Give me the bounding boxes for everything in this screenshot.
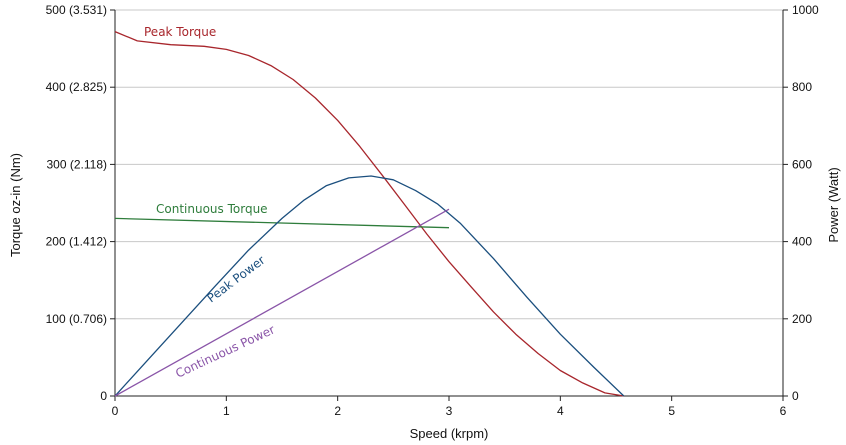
series-line-peak-torque [114,31,624,397]
y-right-tick-label: 0 [792,389,799,403]
grid-lines [115,9,783,320]
y-axis-left-title: Torque oz-in (Nm) [8,153,23,257]
label-peak-torque: Peak Torque [144,25,216,39]
series-lines [114,31,625,397]
label-peak-power: Peak Power [204,253,267,305]
x-tick-label: 6 [780,404,787,418]
y-right-tick-label: 200 [792,312,812,326]
x-tick-label: 1 [223,404,230,418]
y-left-tick-label: 300 (2.118) [47,157,108,171]
y-right-tick-label: 400 [792,235,812,249]
y-right-tick-label: 1000 [792,3,819,17]
y-left-tick-label: 200 (1.412) [46,235,107,249]
x-axis-title: Speed (krpm) [410,426,489,441]
y-left-tick-label: 0 [100,389,107,403]
series-line-continuous-power [114,208,450,397]
x-tick-label: 0 [112,404,119,418]
axes [110,9,788,401]
x-tick-label: 5 [668,404,675,418]
label-continuous-torque: Continuous Torque [156,202,268,216]
y-right-tick-label: 800 [792,80,812,94]
label-continuous-power: Continuous Power [173,322,277,380]
y-left-tick-label: 400 (2.825) [46,80,107,94]
series-line-continuous-torque [114,217,450,229]
x-tick-label: 3 [446,404,453,418]
x-tick-label: 2 [334,404,341,418]
series-line-peak-power [114,175,625,397]
y-right-tick-label: 600 [792,157,812,171]
y-axis-right-title: Power (Watt) [826,167,841,242]
x-tick-label: 4 [557,404,564,418]
y-left-tick-label: 100 (0.706) [46,312,107,326]
y-left-tick-label: 500 (3.531) [46,3,107,17]
